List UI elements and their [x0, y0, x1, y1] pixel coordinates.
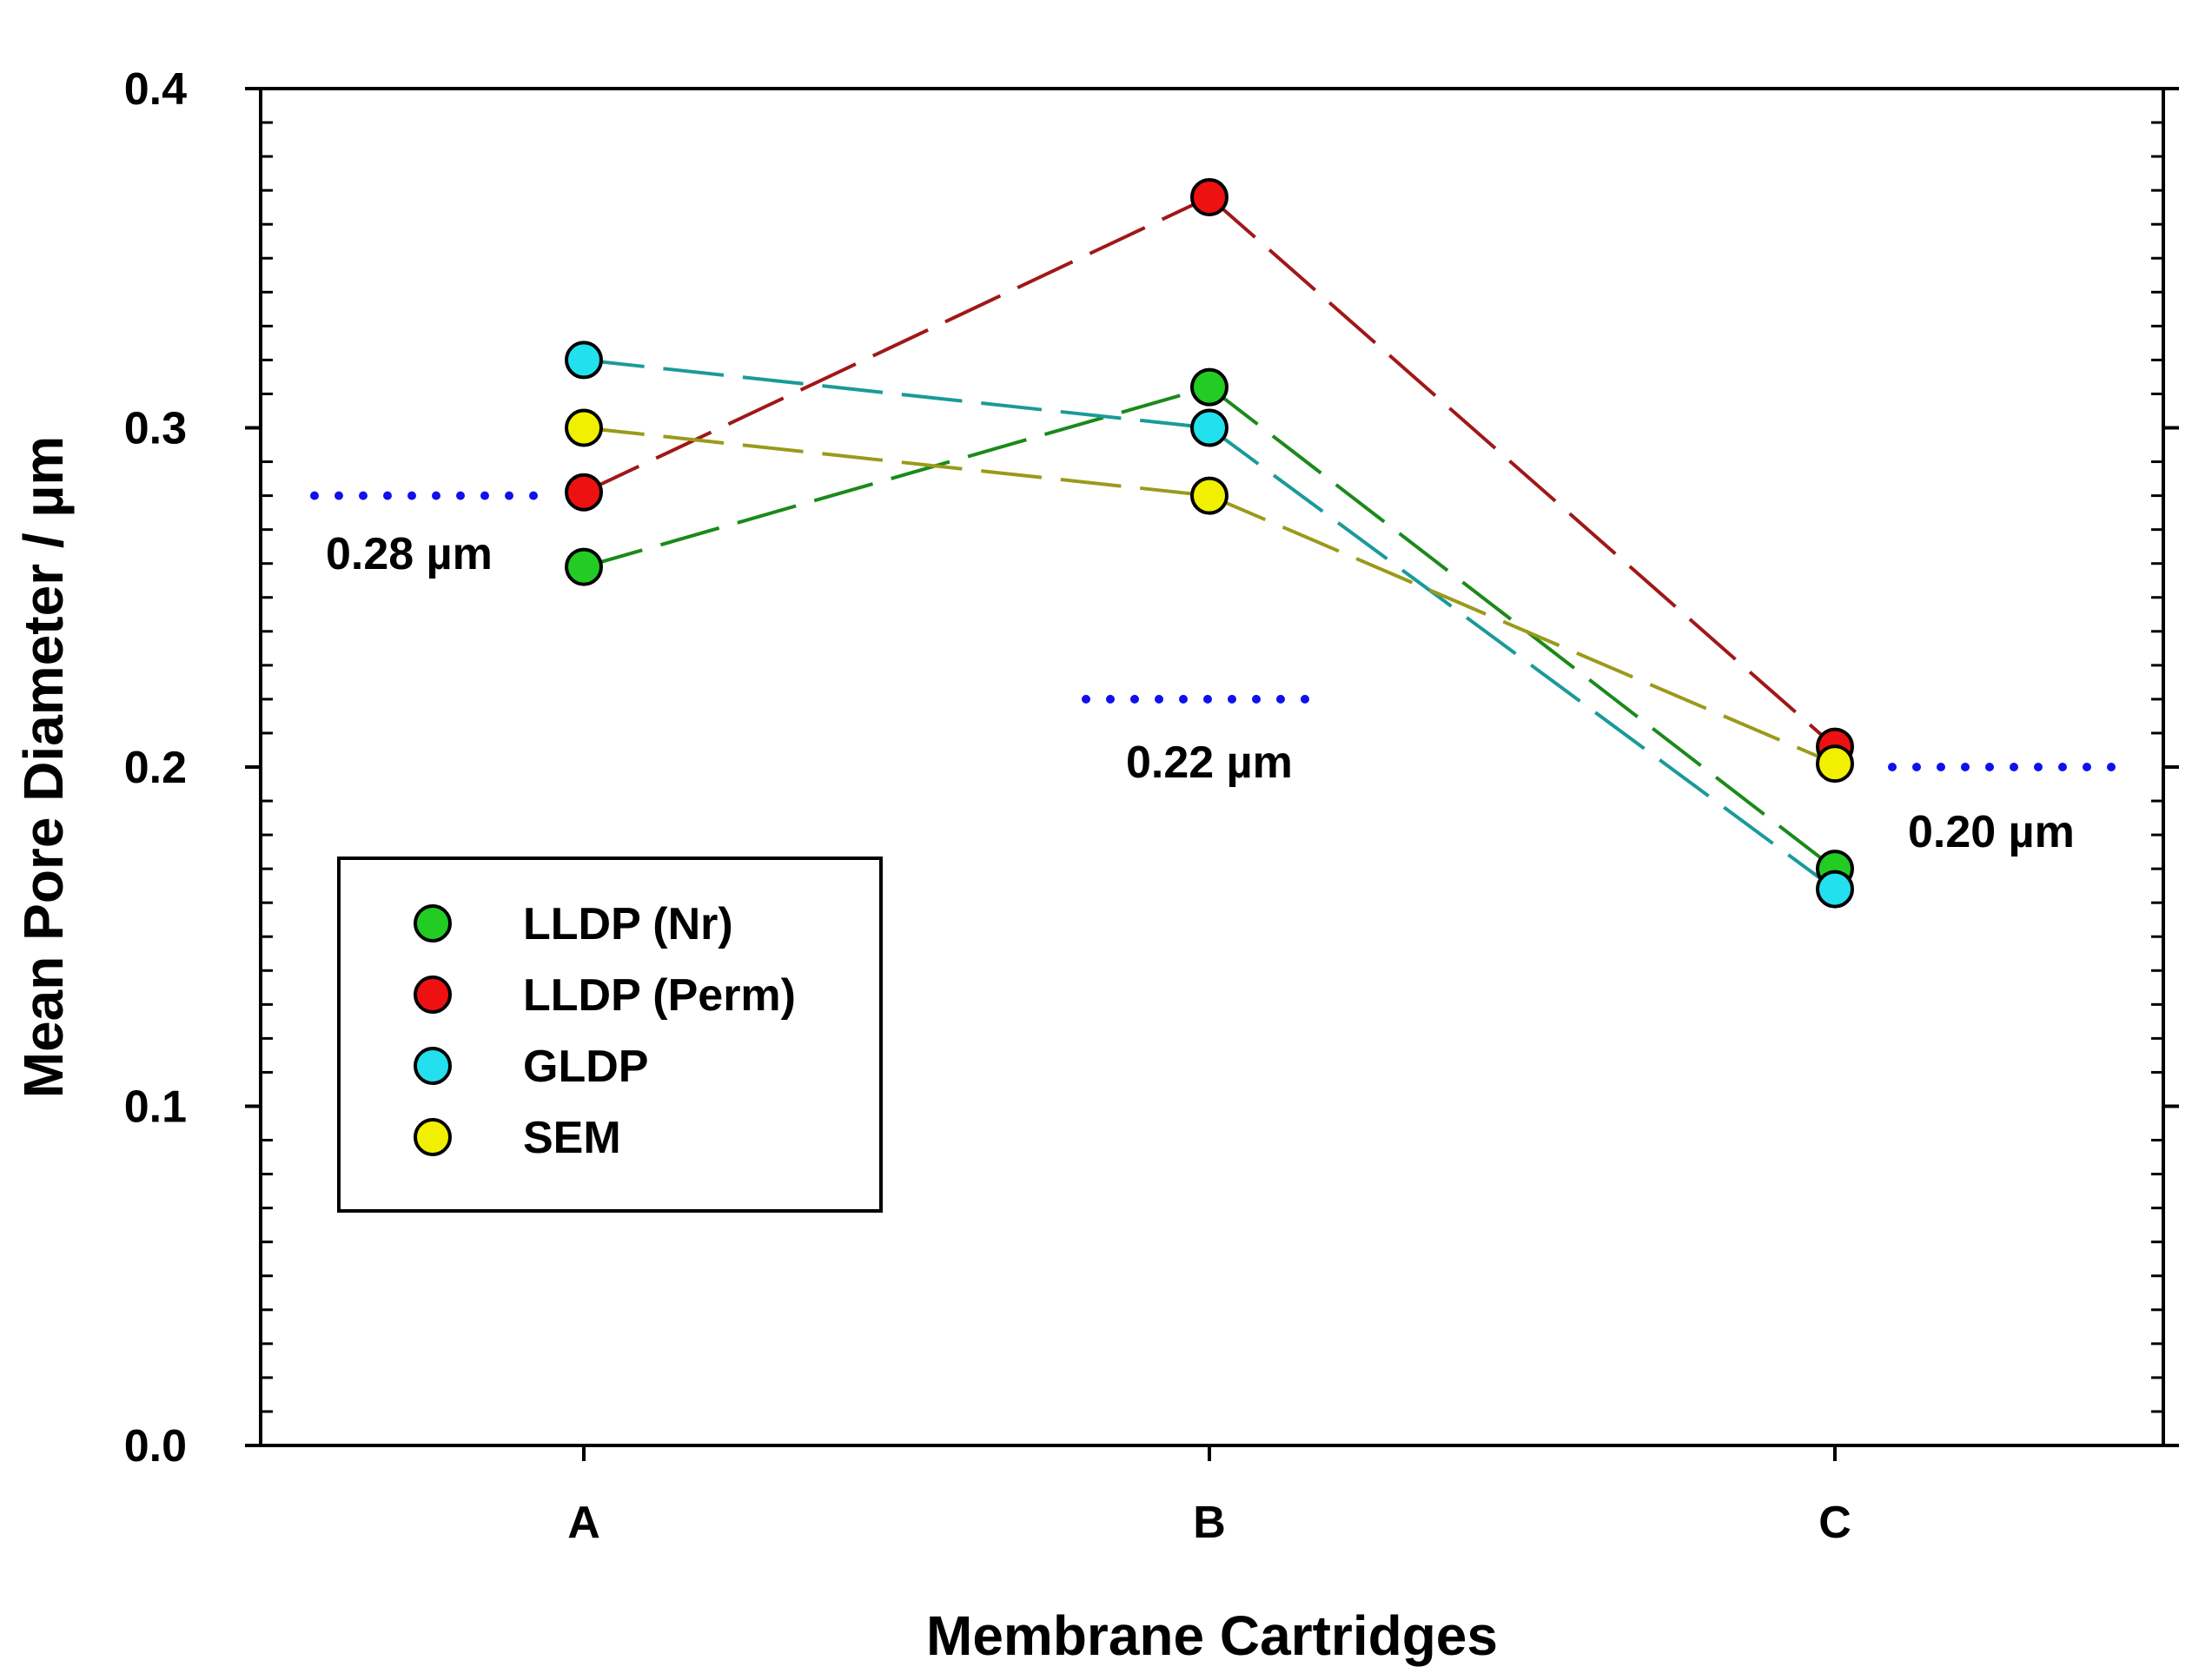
- legend: LLDP (Nr) LLDP (Perm) GLDP SEM: [337, 857, 883, 1213]
- data-point-gldp-a: [565, 341, 603, 380]
- legend-label-sem: SEM: [523, 1113, 621, 1163]
- legend-marker-lldp-perm: [414, 976, 452, 1014]
- reference-label-c: 0.20 µm: [1908, 807, 2075, 857]
- legend-marker-gldp: [414, 1047, 452, 1085]
- minor-ticks: [261, 121, 2163, 1413]
- x-tick-label: B: [1193, 1498, 1226, 1548]
- series-points: [565, 177, 1854, 909]
- series-line-lldp-perm: [1208, 195, 1837, 749]
- data-point-sem-a: [565, 408, 603, 447]
- series-lines: [583, 195, 1837, 891]
- series-line-lldp-nr: [1208, 386, 1837, 870]
- series-line-lldp-perm: [583, 195, 1210, 494]
- major-ticks: [245, 87, 2179, 1461]
- data-point-lldp-nr-a: [565, 547, 603, 586]
- data-point-lldp-perm-b: [1190, 177, 1228, 216]
- y-axis-title: Mean Pore Diameter / µm: [12, 436, 75, 1098]
- x-axis-title: Membrane Cartridges: [926, 1604, 1498, 1667]
- series-line-lldp-nr: [583, 385, 1210, 569]
- y-tick-label: 0.2: [124, 743, 187, 793]
- series-line-gldp: [583, 358, 1210, 430]
- series-line-sem: [583, 426, 1210, 498]
- data-point-lldp-perm-a: [565, 473, 603, 512]
- y-tick-label: 0.1: [124, 1082, 187, 1133]
- y-tick-label: 0.0: [124, 1421, 187, 1472]
- reference-lines: 0.28 µm 0.22 µm 0.20 µm: [310, 491, 2121, 857]
- reference-label-b: 0.22 µm: [1126, 737, 1293, 788]
- series-line-sem: [1209, 493, 1836, 765]
- data-point-sem-c: [1816, 744, 1854, 784]
- legend-marker-lldp-nr: [414, 904, 452, 943]
- legend-marker-sem: [414, 1118, 452, 1156]
- data-point-sem-b: [1190, 476, 1228, 515]
- data-point-gldp-c: [1816, 870, 1854, 909]
- series-line-gldp: [1208, 426, 1837, 891]
- data-point-gldp-b: [1190, 408, 1228, 447]
- data-point-lldp-nr-b: [1190, 367, 1228, 407]
- x-tick-label: C: [1818, 1498, 1851, 1548]
- y-tick-label: 0.4: [124, 64, 187, 115]
- reference-label-a: 0.28 µm: [326, 529, 493, 579]
- legend-label-lldp-perm: LLDP (Perm): [523, 970, 796, 1021]
- x-tick-labels: A B C: [567, 1498, 1851, 1548]
- y-tick-labels: 0.0 0.1 0.2 0.3 0.4: [124, 64, 187, 1472]
- y-tick-label: 0.3: [124, 404, 187, 454]
- legend-label-gldp: GLDP: [523, 1042, 648, 1092]
- legend-label-lldp-nr: LLDP (Nr): [523, 899, 733, 949]
- x-tick-label: A: [567, 1498, 600, 1548]
